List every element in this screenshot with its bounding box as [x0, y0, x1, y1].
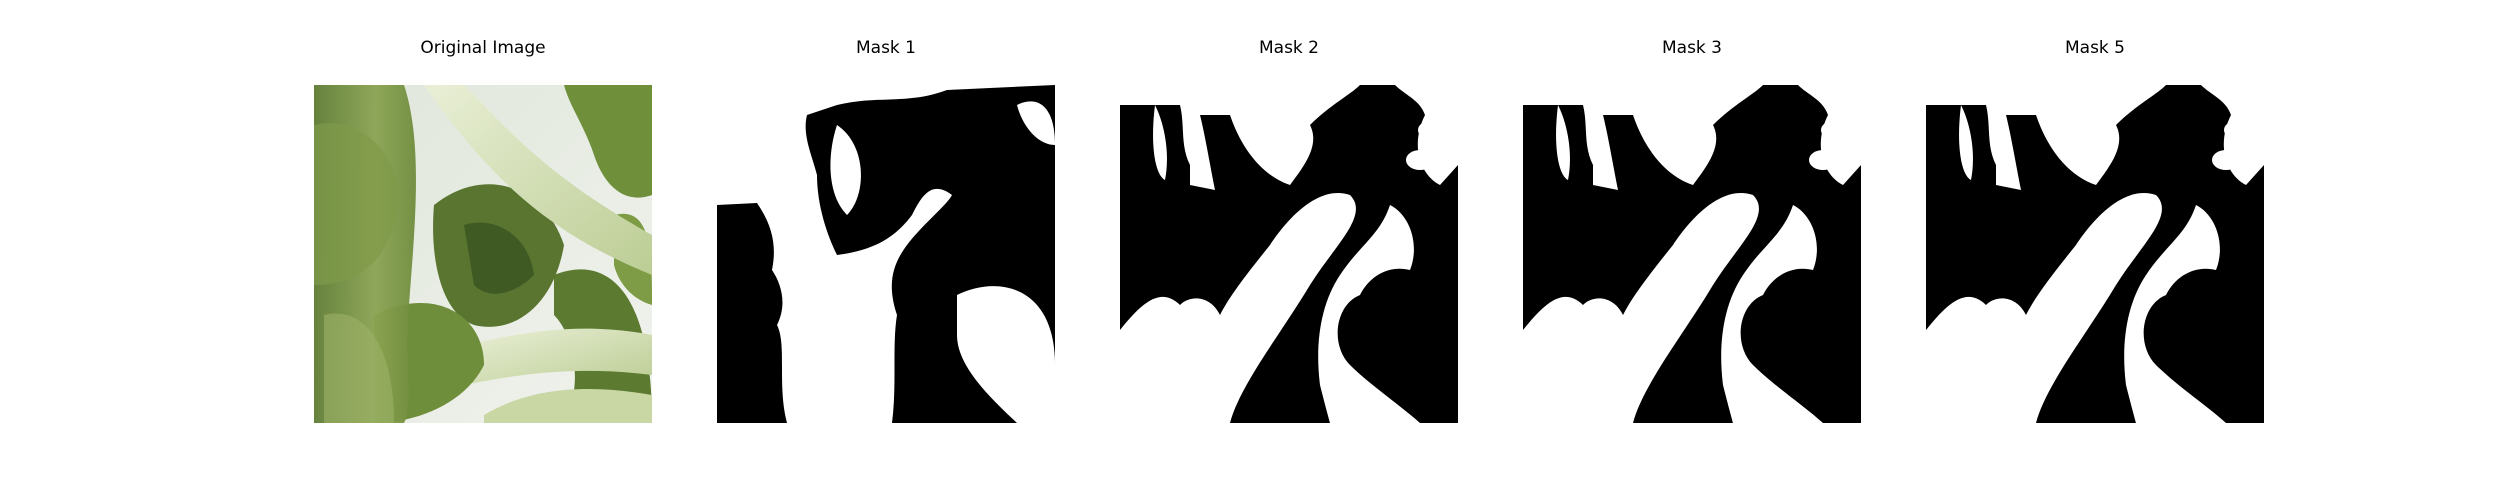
- original-photo: [314, 85, 652, 423]
- panel-title: Mask 5: [2064, 38, 2125, 58]
- mask-2-image: [1120, 85, 1458, 423]
- panel-title: Mask 2: [1258, 38, 1319, 58]
- panel-title: Mask 3: [1661, 38, 1722, 58]
- panel-title: Mask 1: [855, 38, 916, 58]
- panel-title: Original Image: [420, 38, 546, 58]
- mask-1-image: [717, 85, 1055, 423]
- mask-5-image: [1926, 85, 2264, 423]
- mask-3-image: [1523, 85, 1861, 423]
